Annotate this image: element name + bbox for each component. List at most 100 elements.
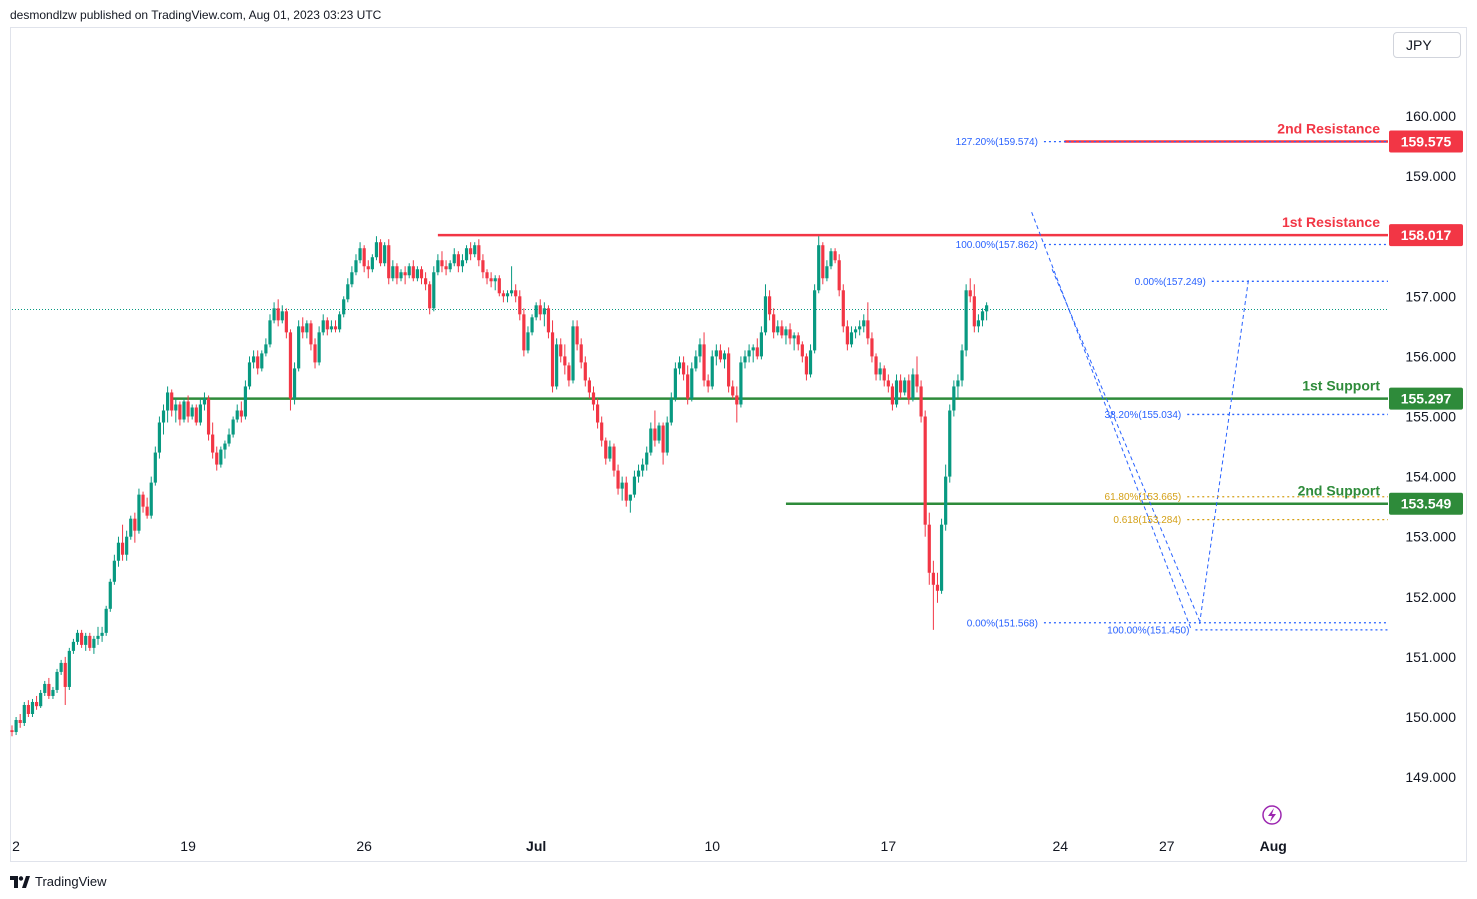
candle-body xyxy=(600,422,604,441)
candle-body xyxy=(575,326,579,345)
candle-body xyxy=(419,269,424,279)
candle-body xyxy=(743,356,747,363)
candle-body xyxy=(735,395,739,405)
candle-body xyxy=(931,572,935,585)
candle-body xyxy=(903,380,907,393)
candle-body xyxy=(243,386,248,417)
price-axis[interactable]: 160.000 159.000 157.000 156.000 155.000 154.0… xyxy=(1405,108,1456,785)
candle-body xyxy=(444,266,448,270)
candle-body xyxy=(522,314,526,351)
tradingview-logo-icon xyxy=(10,875,30,888)
candle-body xyxy=(866,320,870,339)
price-badge-label: 159.575 xyxy=(1401,134,1452,150)
candle-body xyxy=(755,347,759,357)
candle-body xyxy=(297,326,301,369)
price-badge-label: 155.297 xyxy=(1401,391,1452,407)
candle-body xyxy=(878,368,882,375)
candle-body xyxy=(166,392,170,411)
candle-body xyxy=(333,326,338,330)
candle-body xyxy=(612,446,616,471)
candle-body xyxy=(927,524,931,573)
candle-body xyxy=(39,692,43,707)
candle-body xyxy=(120,542,125,555)
candle-body xyxy=(108,581,112,609)
y-tick-label: 154.000 xyxy=(1405,469,1456,485)
fib-level-label: 61.80%(153.665) xyxy=(1105,492,1182,503)
candle-body xyxy=(378,242,383,264)
y-tick-label: 150.000 xyxy=(1405,709,1456,725)
candle-body xyxy=(944,476,948,525)
candle-body xyxy=(509,290,514,294)
candle-body xyxy=(423,278,428,285)
candle-body xyxy=(555,344,559,387)
price-badge-label: 158.017 xyxy=(1401,227,1452,243)
candle-body xyxy=(935,584,940,591)
candle-body xyxy=(403,272,407,276)
price-badge xyxy=(1389,224,1463,247)
candle-body xyxy=(260,353,264,369)
footer-brand[interactable]: TradingView xyxy=(10,874,107,889)
candle-body xyxy=(190,407,194,417)
candle-body xyxy=(219,449,223,465)
candle-body xyxy=(342,299,346,315)
candle-body xyxy=(804,356,809,375)
candle-body xyxy=(571,326,575,381)
candle-body xyxy=(317,332,321,363)
candle-body xyxy=(30,701,35,714)
fib-level-label: 38.20%(155.034) xyxy=(1105,410,1182,421)
candle-body xyxy=(751,347,755,351)
candle-body xyxy=(436,260,440,273)
candle-body xyxy=(497,278,501,294)
candle-body xyxy=(469,248,473,255)
time-axis[interactable]: 2 19 26 Jul 10 17 24 27 Aug xyxy=(12,838,1287,854)
candle-body xyxy=(51,689,55,696)
candle-body xyxy=(235,410,239,420)
candle-body xyxy=(559,344,563,357)
candle-body xyxy=(841,290,845,327)
support-resistance-layer: 2nd Resistance 1st Resistance 1st Support 2… xyxy=(12,121,1388,505)
candle-body xyxy=(428,284,432,309)
candle-body xyxy=(985,305,989,312)
candle-body xyxy=(698,344,702,357)
fib-level-label: 127.20%(159.574) xyxy=(956,137,1038,148)
level-name-label: 1st Resistance xyxy=(1282,214,1380,230)
candle-body xyxy=(649,428,653,453)
candle-body xyxy=(272,308,276,321)
fib-level-label: 100.00%(157.862) xyxy=(956,240,1038,251)
candle-body xyxy=(890,386,895,405)
candle-body xyxy=(526,332,530,351)
candle-body xyxy=(63,662,67,687)
candle-body xyxy=(43,683,47,693)
candle-body xyxy=(894,380,899,405)
y-tick-label: 152.000 xyxy=(1405,589,1456,605)
candle-body xyxy=(579,344,583,363)
candle-body xyxy=(256,356,260,369)
candle-body xyxy=(301,326,305,333)
candle-body xyxy=(137,494,141,531)
candle-body xyxy=(882,368,886,381)
candle-body xyxy=(391,266,395,279)
candle-body xyxy=(952,386,956,411)
candlestick-series xyxy=(10,236,989,737)
candle-body xyxy=(170,392,174,411)
candle-body xyxy=(346,284,350,300)
candle-body xyxy=(292,368,297,399)
candle-body xyxy=(538,305,542,315)
x-tick-label: Jul xyxy=(526,838,546,854)
candle-body xyxy=(460,260,465,267)
lightning-icon[interactable] xyxy=(1262,805,1282,825)
candle-body xyxy=(133,518,137,531)
candle-body xyxy=(34,701,39,707)
x-tick-label: 19 xyxy=(180,838,196,854)
candle-body xyxy=(432,272,436,309)
candle-body xyxy=(546,308,551,333)
candle-body xyxy=(18,720,22,724)
candle-body xyxy=(75,632,80,642)
candle-body xyxy=(383,245,387,264)
currency-selector-button[interactable]: JPY xyxy=(1393,32,1461,58)
candle-body xyxy=(247,362,252,387)
candle-body xyxy=(22,704,26,724)
candle-body xyxy=(907,380,911,399)
candle-body xyxy=(829,251,833,267)
